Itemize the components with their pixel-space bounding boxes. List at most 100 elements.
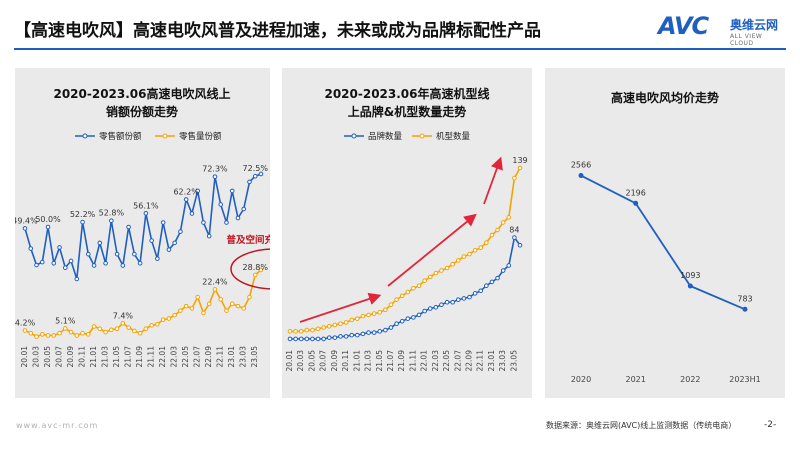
- chart1-point: [143, 210, 149, 216]
- brand-model-count-chart: 2020-2023.06年高速机型线 上品牌&机型数量走势 品牌数量 机型数量 …: [285, 86, 528, 372]
- chart1-point: [247, 294, 252, 300]
- chart1-point: [166, 247, 172, 252]
- chart2-point: [444, 265, 450, 271]
- chart1-point: [258, 267, 264, 273]
- chart2-point: [484, 283, 489, 289]
- chart1-data-label: 62.2%: [173, 188, 199, 197]
- logo-cn-text: 奥维云网: [730, 18, 779, 32]
- chart2-tick-label: 22.11: [476, 350, 485, 372]
- chart2-point: [472, 291, 478, 296]
- chart2-point: [383, 307, 388, 313]
- chart2-point: [366, 312, 371, 318]
- chart1-point: [97, 240, 103, 246]
- chart2-point: [310, 327, 315, 333]
- chart3-point: [687, 283, 693, 289]
- chart2-point: [484, 240, 489, 245]
- chart2-tick-label: 20.11: [341, 350, 350, 372]
- chart1-point: [178, 308, 183, 313]
- chart1-point: [91, 324, 97, 329]
- chart1-point: [229, 188, 235, 194]
- chart3-data-label: 1093: [680, 271, 700, 280]
- chart2-point: [304, 327, 310, 333]
- chart1-tick-label: 22.05: [181, 346, 190, 368]
- chart3-point: [633, 200, 639, 206]
- chart2-point: [416, 312, 422, 318]
- chart1-point: [218, 297, 224, 302]
- chart1-point: [132, 251, 137, 257]
- share-trend-chart: 2020-2023.06高速电吹风线上 销额份额走势 零售额份额 零售量份额 4…: [12, 86, 320, 368]
- chart2-point: [293, 336, 298, 342]
- chart1-tick-label: 23.01: [227, 346, 236, 368]
- chart1-point: [109, 327, 114, 333]
- chart2-point: [343, 334, 349, 339]
- brand-model-count-panel: 2020-2023.06年高速机型线 上品牌&机型数量走势 品牌数量 机型数量 …: [282, 68, 532, 398]
- chart1-point: [235, 215, 241, 221]
- chart1-point: [160, 317, 166, 322]
- chart1-tick-label: 23.03: [239, 346, 248, 368]
- chart1-point: [241, 306, 247, 311]
- footer-url: www.avc-mr.com: [16, 421, 99, 430]
- chart1-point: [218, 202, 224, 207]
- chart1-point: [51, 333, 57, 338]
- chart2-tick-label: 21.01: [352, 350, 361, 372]
- chart2-point: [439, 302, 444, 308]
- legend-marker-blue: [82, 133, 88, 139]
- chart1-point: [235, 303, 241, 309]
- chart2-tick-label: 21.07: [386, 350, 395, 372]
- chart1-tick-label: 20.03: [32, 346, 41, 368]
- chart1-point: [247, 179, 252, 185]
- chart2-point: [366, 330, 371, 335]
- chart1-data-label: 52.8%: [99, 209, 125, 218]
- chart1-tick-label: 21.03: [101, 346, 110, 368]
- title-divider: [14, 48, 786, 50]
- chart2-data-label: 84: [509, 226, 519, 235]
- data-source-note: 数据来源：奥维云网(AVC)线上监测数据（传统电商）: [546, 421, 737, 430]
- chart1-tick-label: 22.07: [193, 346, 202, 368]
- chart1-point: [149, 238, 154, 243]
- chart2-point: [332, 335, 338, 340]
- chart1-data-label: 52.2%: [70, 210, 96, 219]
- chart1-data-label: 22.4%: [202, 277, 228, 286]
- legend-label-volume-share: 零售量份额: [179, 131, 222, 142]
- chart1-tick-label: 21.07: [124, 346, 133, 368]
- chart1-point: [68, 329, 74, 335]
- chart2-point: [467, 294, 472, 300]
- chart2-point: [388, 325, 394, 330]
- chart3-data-label: 783: [737, 294, 752, 303]
- chart1-data-label: 50.0%: [35, 215, 61, 224]
- chart2-point: [343, 320, 349, 325]
- chart1-point: [166, 316, 172, 321]
- chart2-tick-label: 21.05: [375, 350, 384, 372]
- avg-price-chart: 高速电吹风均价走势 2566 2196 1093 783 2020 2021 2022 202…: [571, 90, 761, 384]
- growth-arrow-3: [483, 156, 503, 205]
- chart2-point: [427, 306, 433, 311]
- chart2-point: [321, 325, 326, 330]
- chart1-point: [229, 301, 235, 307]
- chart1-tick-label: 23.05: [250, 346, 259, 368]
- chart1-data-label: 72.5%: [243, 164, 269, 173]
- chart3-data-label: 2566: [571, 161, 591, 170]
- chart2-point: [478, 245, 484, 251]
- growth-arrow-2: [387, 213, 477, 287]
- chart1-point: [195, 294, 200, 300]
- chart1-point: [137, 260, 143, 266]
- legend-label-sales-share: 零售额份额: [99, 131, 142, 142]
- chart2-point: [399, 293, 405, 299]
- chart3-tick-label: 2021: [625, 375, 645, 384]
- chart1-point: [22, 328, 28, 333]
- chart2-point: [310, 336, 315, 342]
- chart2-tick-label: 20.09: [330, 350, 339, 372]
- chart1-point: [68, 258, 74, 264]
- chart1-point: [39, 259, 45, 265]
- chart1-point: [212, 174, 218, 179]
- chart1-point: [80, 219, 85, 225]
- chart2-point: [489, 279, 495, 285]
- share-trend-panel: 2020-2023.06高速电吹风线上 销额份额走势 零售额份额 零售量份额 4…: [12, 68, 320, 398]
- chart1-point: [195, 188, 200, 194]
- chart1-data-label: 56.1%: [133, 201, 159, 210]
- avg-price-panel: 高速电吹风均价走势 2566 2196 1093 783 2020 2021 2022 202…: [545, 68, 785, 398]
- chart2-point: [461, 254, 467, 259]
- chart3-point: [578, 173, 584, 179]
- chart2-tick-label: 20.07: [319, 350, 328, 372]
- chart1-point: [172, 240, 177, 246]
